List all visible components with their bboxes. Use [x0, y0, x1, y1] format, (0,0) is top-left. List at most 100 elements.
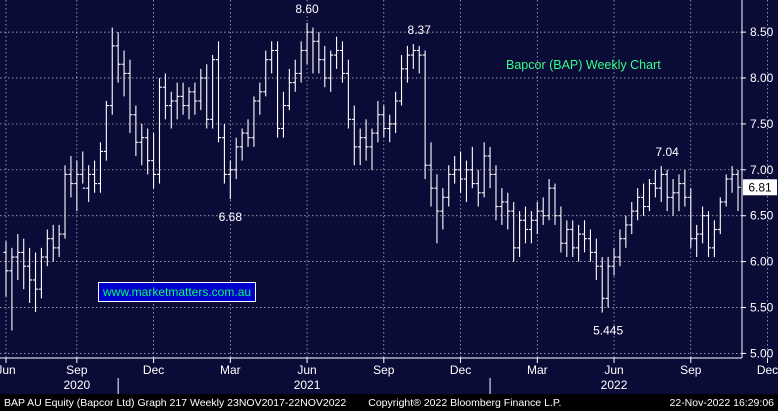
- ohlc-bar: [670, 179, 676, 216]
- ohlc-bar: [540, 197, 546, 225]
- ohlc-bar: [469, 146, 475, 189]
- ohlc-bar: [428, 142, 434, 207]
- ohlc-bar: [505, 192, 511, 230]
- ohlc-bar: [452, 156, 458, 184]
- ohlc-bar: [109, 27, 115, 115]
- ohlc-bar: [168, 91, 174, 129]
- footer-timestamp: 22-Nov-2022 16:29:06: [669, 396, 775, 409]
- ohlc-bar: [351, 105, 357, 166]
- ohlc-bar: [56, 224, 62, 258]
- ohlc-bar: [210, 55, 216, 129]
- ohlc-bar: [245, 119, 251, 147]
- ohlc-bar: [369, 128, 375, 170]
- x-tick-label: Jun: [604, 363, 623, 377]
- ohlc-bar: [62, 165, 68, 239]
- ohlc-bar: [446, 165, 452, 207]
- x-tick-label: Sep: [373, 363, 395, 377]
- ohlc-bar: [180, 82, 186, 115]
- ohlc-bar: [475, 169, 481, 207]
- ohlc-bar: [21, 238, 27, 290]
- x-tick-label: Mar: [527, 363, 548, 377]
- ohlc-bar: [723, 174, 729, 207]
- ohlc-bar: [227, 160, 233, 200]
- ohlc-bar: [458, 151, 464, 193]
- ohlc-bar: [251, 96, 257, 147]
- price-annotation: 7.04: [655, 145, 679, 159]
- ohlc-bar: [434, 174, 440, 244]
- x-tick-label: Mar: [220, 363, 241, 377]
- ohlc-bar: [275, 41, 281, 138]
- ohlc-chart: 5.00 5.50 6.00 6.50 7.00 7.50 8.00 8.50 6.81 Jun…: [0, 0, 778, 394]
- ohlc-bar: [162, 73, 168, 120]
- ohlc-bar: [481, 142, 487, 198]
- ohlc-bar: [517, 211, 523, 258]
- ohlc-bar: [334, 36, 340, 69]
- ohlc-bar: [463, 160, 469, 202]
- ohlc-bar: [511, 201, 517, 262]
- ohlc-bar: [298, 41, 304, 83]
- price-bars: [3, 22, 741, 331]
- ohlc-bar: [729, 166, 735, 193]
- ohlc-bar: [664, 169, 670, 212]
- ohlc-bar: [204, 64, 210, 129]
- ohlc-bar: [381, 105, 387, 138]
- ohlc-bar: [145, 128, 151, 175]
- y-axis: 5.00 5.50 6.00 6.50 7.00 7.50 8.00 8.50 6.81: [741, 0, 777, 360]
- ohlc-bar: [92, 160, 98, 193]
- ohlc-bar: [652, 169, 658, 198]
- ohlc-bar: [339, 41, 345, 83]
- ohlc-bar: [103, 100, 109, 161]
- ohlc-bar: [617, 229, 623, 267]
- ohlc-bar: [700, 206, 706, 244]
- ohlc-bar: [9, 247, 15, 331]
- ohlc-bar: [528, 211, 534, 244]
- price-annotation: 8.60: [295, 2, 319, 16]
- ohlc-bar: [393, 91, 399, 134]
- ohlc-bar: [623, 215, 629, 248]
- ohlc-bar: [493, 165, 499, 221]
- ohlc-bar: [558, 206, 564, 253]
- x-axis: Jun Sep Dec Mar Jun Sep Dec Mar Jun Sep Dec 2020 202…: [0, 357, 778, 394]
- ohlc-bar: [422, 50, 428, 179]
- ohlc-bar: [576, 224, 582, 262]
- ohlc-bar: [582, 220, 588, 253]
- ohlc-bar: [440, 188, 446, 230]
- ohlc-bar: [263, 50, 269, 97]
- ohlc-bar: [269, 41, 275, 74]
- ohlc-bar: [611, 247, 617, 276]
- ohlc-bar: [50, 224, 56, 262]
- y-tick-label: 6.00: [750, 255, 774, 269]
- ohlc-bar: [198, 68, 204, 111]
- ohlc-bar: [375, 100, 381, 143]
- last-price-tag: [743, 179, 777, 196]
- price-annotation: 5.445: [593, 324, 623, 338]
- ohlc-bar: [280, 91, 286, 138]
- ohlc-bar: [646, 179, 652, 212]
- x-year-label: 2020: [63, 378, 90, 392]
- ohlc-bar: [221, 123, 227, 184]
- ohlc-bar: [587, 229, 593, 262]
- ohlc-bar: [186, 87, 192, 120]
- ohlc-bar: [80, 151, 86, 189]
- ohlc-bar: [15, 234, 21, 280]
- x-tick-label: Jun: [297, 363, 316, 377]
- ohlc-bar: [711, 220, 717, 258]
- ohlc-bar: [635, 188, 641, 221]
- ohlc-bar: [139, 123, 145, 166]
- ohlc-bar: [156, 78, 162, 184]
- x-year-label: 2021: [294, 378, 321, 392]
- ohlc-bar: [410, 44, 416, 69]
- ohlc-bar: [233, 137, 239, 179]
- ohlc-bar: [522, 206, 528, 244]
- ohlc-bar: [564, 220, 570, 258]
- ohlc-bar: [3, 241, 9, 297]
- ohlc-bar: [192, 82, 198, 115]
- watermark-link[interactable]: www.marketmatters.com.au: [98, 282, 257, 302]
- ohlc-bar: [688, 188, 694, 248]
- ohlc-bar: [499, 188, 505, 225]
- x-year-label: 2022: [601, 378, 628, 392]
- last-price-label: 6.81: [748, 180, 772, 194]
- price-annotation: 8.37: [408, 23, 432, 37]
- x-tick-label: Dec: [757, 363, 778, 377]
- ohlc-bar: [316, 32, 322, 74]
